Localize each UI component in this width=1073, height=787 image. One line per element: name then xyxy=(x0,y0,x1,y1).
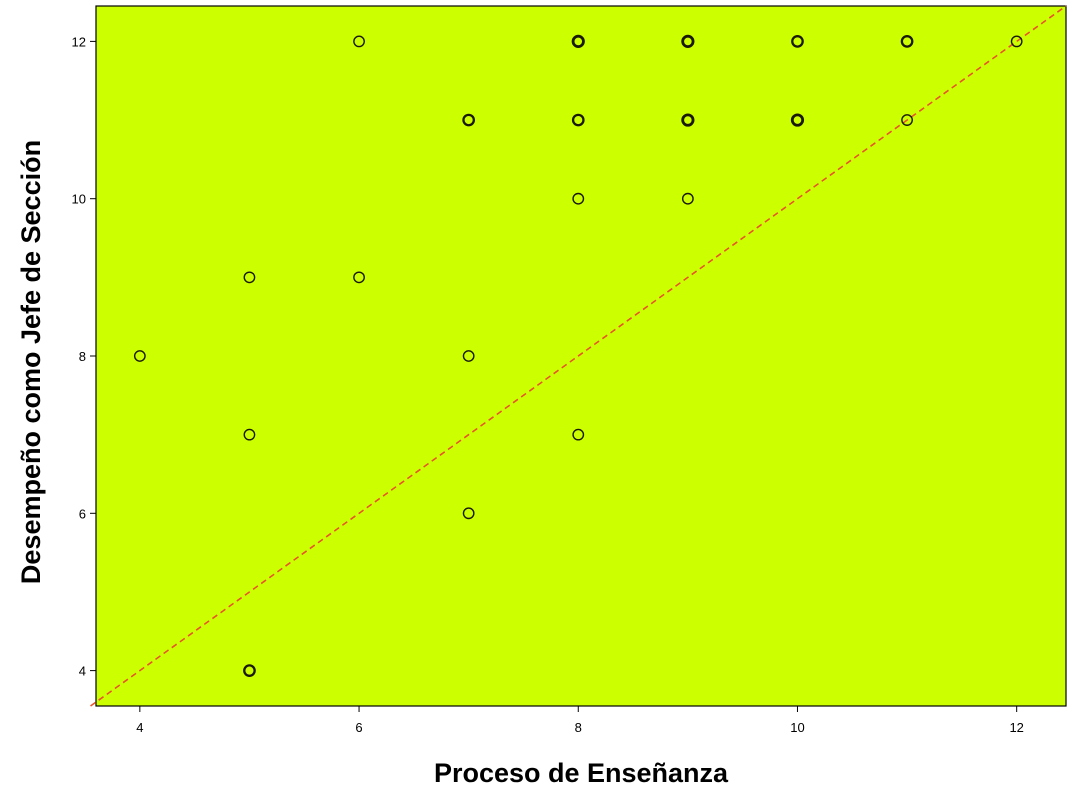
scatter-point xyxy=(571,113,585,127)
y-axis-ticks: 4 6 8 10 12 xyxy=(72,34,96,679)
x-tick-label: 12 xyxy=(1009,720,1023,735)
scatter-point xyxy=(681,192,694,205)
scatter-point xyxy=(572,192,585,205)
y-tick-label: 10 xyxy=(72,192,86,207)
scatter-point xyxy=(243,428,256,441)
scatter-point xyxy=(900,35,914,48)
scatter-point xyxy=(572,428,585,441)
scatter-point xyxy=(681,34,695,48)
x-tick-label: 4 xyxy=(136,720,143,735)
scatter-point xyxy=(353,271,365,284)
scatter-point xyxy=(571,34,585,48)
y-axis-title: Desempeño como Jefe de Sección xyxy=(16,140,46,584)
scatter-point xyxy=(1010,35,1023,48)
scatter-point xyxy=(901,114,913,126)
scatter-point xyxy=(462,113,476,127)
scatter-point xyxy=(681,113,695,127)
x-axis-title: Proceso de Enseñanza xyxy=(434,758,729,787)
scatter-point xyxy=(133,350,146,362)
y-tick-label: 12 xyxy=(72,34,86,49)
reference-line-group xyxy=(90,5,1067,707)
scatter-point xyxy=(462,507,475,520)
scatter-point xyxy=(462,350,475,362)
scatter-point xyxy=(790,113,805,127)
points-group xyxy=(133,34,1023,677)
x-tick-label: 10 xyxy=(790,720,804,735)
x-tick-label: 6 xyxy=(355,720,362,735)
scatter-point xyxy=(243,664,256,677)
scatter-point xyxy=(791,35,804,48)
y-tick-label: 4 xyxy=(79,664,86,679)
y-tick-label: 6 xyxy=(79,506,86,521)
scatter-point xyxy=(353,35,365,48)
y-tick-label: 8 xyxy=(79,349,86,364)
x-axis-ticks: 4 6 8 10 12 xyxy=(136,706,1024,735)
scatter-point xyxy=(243,271,256,284)
x-tick-label: 8 xyxy=(575,720,582,735)
reference-line xyxy=(90,5,1067,707)
